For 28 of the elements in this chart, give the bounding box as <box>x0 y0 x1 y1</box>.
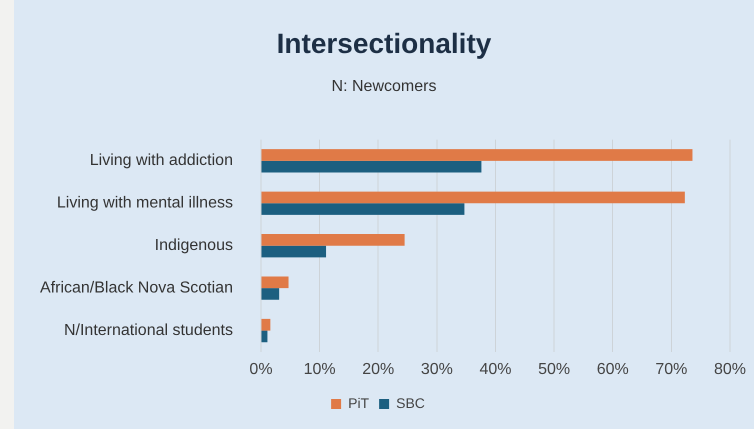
chart-title: Intersectionality <box>276 28 492 60</box>
y-tick-label: N/International students <box>64 322 233 339</box>
bar <box>261 160 482 172</box>
x-tick-label: 0% <box>249 360 273 378</box>
x-tick-label: 10% <box>304 360 336 378</box>
legend-label: SBC <box>396 394 425 411</box>
legend-label: PiT <box>348 394 370 411</box>
x-tick-label: 60% <box>596 360 629 378</box>
bar <box>261 246 326 258</box>
x-tick-label: 30% <box>420 360 453 378</box>
x-tick-label: 80% <box>714 360 746 378</box>
y-tick-label: Indigenous <box>154 237 233 254</box>
y-tick-label: Living with addiction <box>90 152 233 170</box>
bar <box>261 330 268 342</box>
bar <box>261 203 464 215</box>
y-tick-label: African/Black Nova Scotian <box>40 280 233 297</box>
bar <box>261 276 289 288</box>
x-tick-label: 20% <box>362 360 394 378</box>
bar <box>261 288 280 300</box>
x-tick-label: 40% <box>479 360 512 378</box>
y-tick-label: Living with mental illness <box>56 194 233 212</box>
x-tick-label: 70% <box>655 360 688 378</box>
chart-subtitle: N: Newcomers <box>330 78 438 96</box>
bar <box>261 149 692 161</box>
x-tick-label: 50% <box>538 360 570 378</box>
bar <box>261 192 685 204</box>
bar <box>261 234 405 246</box>
bar <box>261 318 270 331</box>
